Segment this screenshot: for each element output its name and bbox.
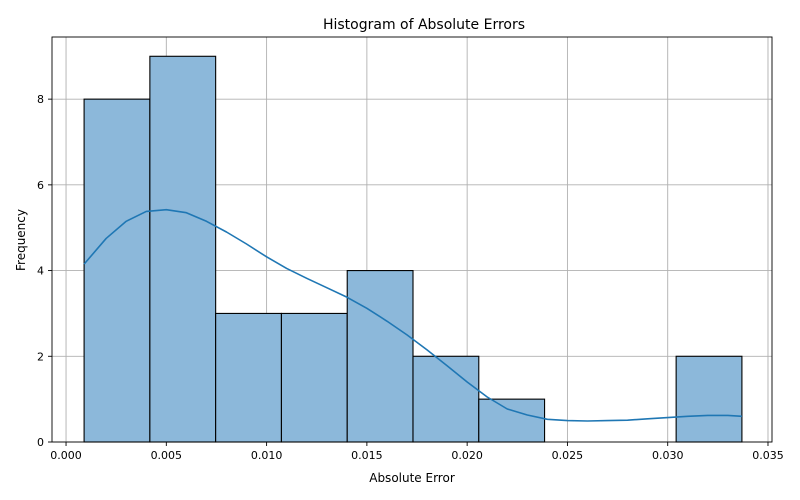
- y-tick-label: 8: [37, 93, 44, 106]
- x-axis-ticks: 0.000 0.005 0.010 0.015 0.020 0.025 0.030 0.035: [50, 442, 784, 462]
- histogram-bar-4: [280, 312, 348, 443]
- y-tick-label: 4: [37, 265, 44, 278]
- x-tick-label: 0.005: [151, 449, 183, 462]
- histogram-bar-1: [83, 98, 151, 443]
- histogram-bars: [83, 55, 743, 443]
- axes: [51, 36, 773, 443]
- x-tick-label: 0.020: [451, 449, 483, 462]
- histogram-bar-2: [149, 55, 217, 443]
- kde-curve-group: [83, 208, 742, 422]
- histogram-bar-3: [215, 312, 282, 443]
- x-tick-label: 0.035: [752, 449, 784, 462]
- y-tick-label: 2: [37, 350, 44, 363]
- kde-curve: [83, 208, 742, 422]
- x-tick-label: 0.015: [351, 449, 383, 462]
- x-tick-label: 0.010: [251, 449, 283, 462]
- histogram-bar-6: [412, 355, 480, 443]
- histogram-bar-7: [478, 398, 546, 443]
- x-tick-label: 0.030: [652, 449, 684, 462]
- x-tick-label: 0.025: [552, 449, 584, 462]
- y-axis-label: Frequency: [14, 209, 28, 271]
- y-tick-label: 0: [37, 436, 44, 449]
- y-axis-ticks: 0 2 4 6 8: [37, 93, 52, 449]
- plot-frame: [51, 36, 773, 443]
- y-tick-label: 6: [37, 179, 44, 192]
- histogram-bar-5: [346, 270, 414, 443]
- chart-title: Histogram of Absolute Errors: [323, 17, 525, 33]
- histogram-bar-10: [675, 355, 743, 443]
- x-tick-label: 0.000: [50, 449, 82, 462]
- x-axis-label: Absolute Error: [369, 471, 455, 485]
